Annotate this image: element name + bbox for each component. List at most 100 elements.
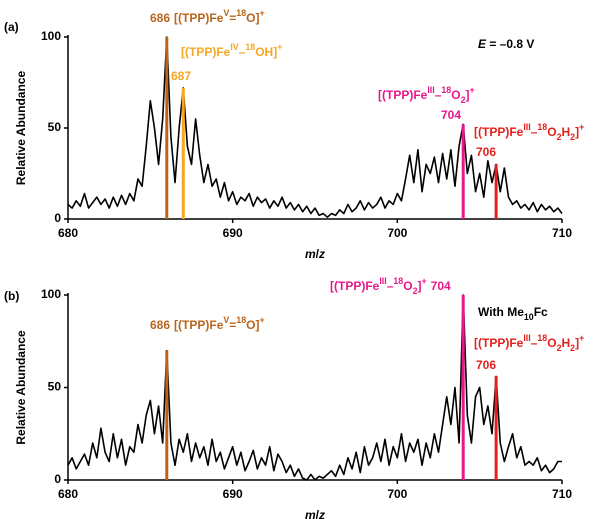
peak-label: 686 [(TPP)FeV=18O]+ [150, 8, 265, 25]
peak-label-part: + [421, 276, 426, 286]
peak-label-part: + [469, 85, 474, 95]
peak-label-part: OH] [255, 45, 277, 59]
peak-mz: 687 [171, 69, 191, 83]
annotation: E = –0.8 V [478, 37, 534, 51]
annotation-part: = –0.8 V [486, 37, 534, 51]
peak-label-part: 704 [431, 279, 451, 293]
peak-label: 686 [(TPP)FeV=18O]+ [150, 315, 265, 332]
peak-label-part: H [561, 125, 570, 139]
x-tick-label: 690 [223, 487, 243, 501]
x-tick-label: 680 [58, 487, 78, 501]
y-tick-label: 100 [41, 29, 61, 43]
panel-label: (a) [4, 20, 19, 34]
peak-label-part: 18 [236, 8, 246, 18]
peak-label-part: 686 [150, 318, 170, 332]
panel-label: (b) [4, 289, 19, 303]
annotation-part: With Me [478, 305, 524, 319]
peak-mz: 704 [441, 108, 461, 122]
x-tick-label: 680 [58, 226, 78, 240]
y-tick-label: 0 [54, 472, 61, 486]
peak-label-part: O] [246, 318, 259, 332]
peak-label-part: III [523, 122, 530, 132]
peak-label-part: – [435, 88, 442, 102]
peak-label-part: [(TPP)Fe [474, 125, 524, 139]
peak-label: [(TPP)FeIII–18O2H2]+ [474, 333, 584, 353]
peak-label-part: V [223, 8, 229, 18]
peak-label-part: H [561, 336, 570, 350]
peak-label-part: [(TPP)Fe [474, 336, 524, 350]
annotation: With Me10Fc [478, 305, 548, 322]
x-tick-label: 700 [387, 487, 407, 501]
x-axis-label: m/z [305, 247, 325, 261]
peak-label-part: 2 [461, 95, 466, 105]
peak-label-part: 2 [570, 132, 575, 142]
peak-label-part: [(TPP)Fe [181, 45, 231, 59]
peak-label-part: + [579, 122, 584, 132]
y-tick-label: 0 [54, 211, 61, 225]
peak-label-part: + [259, 315, 264, 325]
peak-label-part: 2 [557, 132, 562, 142]
peak-label-part: – [239, 45, 246, 59]
x-axis-label-part: / [316, 247, 320, 261]
x-axis-label-part: m [305, 247, 316, 261]
peak-label-part: + [277, 42, 282, 52]
peak-label-part: 18 [537, 333, 547, 343]
peak-label-part: 686 [150, 11, 170, 25]
peak-label: [(TPP)FeIV–18OH]+ [181, 42, 282, 59]
annotation-part: 10 [524, 312, 534, 322]
peak-label-part: [(TPP)Fe [174, 11, 224, 25]
x-tick-label: 700 [387, 226, 407, 240]
peak-label-part: – [531, 125, 538, 139]
peak-label-part: [(TPP)Fe [330, 279, 380, 293]
peak-label-part: O [451, 88, 460, 102]
peak-label-part: ] [417, 279, 421, 293]
x-axis-label: m/z [305, 508, 325, 519]
x-tick-label: 710 [552, 487, 572, 501]
annotation-part: E [478, 37, 487, 51]
annotation-part: Fc [534, 305, 548, 319]
peak-label-part: O] [246, 11, 259, 25]
x-tick-label: 710 [552, 226, 572, 240]
x-axis-label-part: z [318, 247, 325, 261]
peak-label-part: 18 [441, 85, 451, 95]
y-axis-label: Relative Abundance [14, 71, 28, 186]
peak-label: [(TPP)FeIII–18O2]+ [378, 85, 475, 105]
peak-label-part: O [547, 125, 556, 139]
peak-label-part: = [229, 318, 236, 332]
peak-label-part: 2 [570, 343, 575, 353]
peak-label-part: ] [575, 336, 579, 350]
peak-label-part: [(TPP)Fe [378, 88, 428, 102]
peak-label-part: 18 [245, 42, 255, 52]
spectrum-line [67, 36, 563, 218]
x-axis-label-part: / [316, 508, 320, 519]
peak-label-part: 18 [393, 276, 403, 286]
peak-label-part: O [547, 336, 556, 350]
peak-label-part: III [427, 85, 434, 95]
peak-label-part: 18 [537, 122, 547, 132]
x-axis-label-part: z [318, 508, 325, 519]
x-tick-label: 690 [223, 226, 243, 240]
peak-label-part: 18 [236, 315, 246, 325]
peak-label-part: – [531, 336, 538, 350]
x-axis-label-part: m [305, 508, 316, 519]
spectrum-line [67, 294, 562, 481]
peak-label-part: ] [575, 125, 579, 139]
peak-label-part: IV [230, 42, 238, 52]
peak-label-part: 2 [557, 343, 562, 353]
peak-mz: 706 [476, 358, 496, 372]
peak-label-part: [(TPP)Fe [174, 318, 224, 332]
peak-label-part: III [379, 276, 386, 286]
peak-label-part: + [259, 8, 264, 18]
peak-label-part: 2 [413, 286, 418, 296]
peak-label-part: = [229, 11, 236, 25]
peak-mz: 706 [476, 145, 496, 159]
peak-label: [(TPP)FeIII–18O2H2]+ [474, 122, 584, 142]
peak-label-part: ] [465, 88, 469, 102]
y-tick-label: 50 [48, 120, 62, 134]
peak-label-part: V [223, 315, 229, 325]
peak-label-part: + [579, 333, 584, 343]
y-tick-label: 100 [41, 287, 61, 301]
peak-label-part: O [403, 279, 412, 293]
y-axis-label: Relative Abundance [14, 330, 28, 445]
